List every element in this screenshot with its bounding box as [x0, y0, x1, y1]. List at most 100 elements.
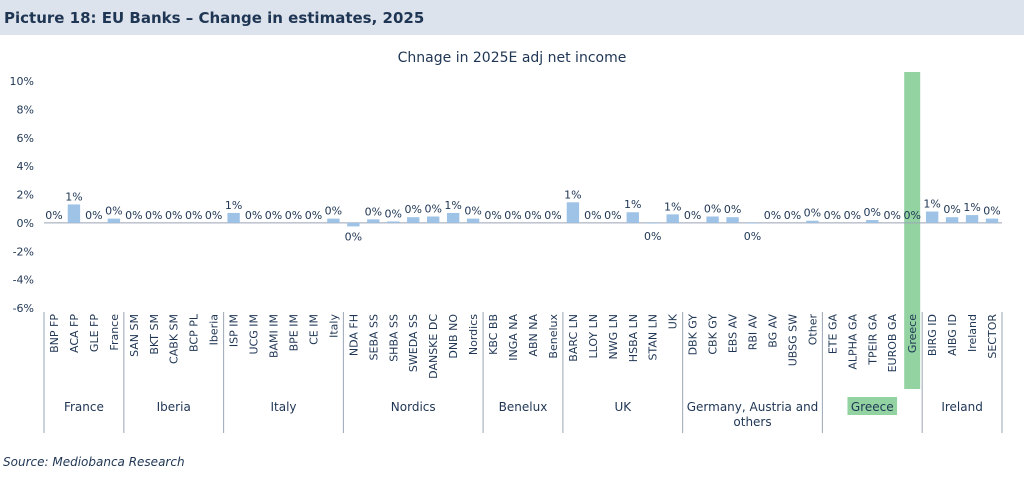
bar — [107, 218, 121, 223]
bar — [706, 216, 719, 223]
category-label: KBC BB — [487, 314, 500, 355]
bar — [965, 215, 979, 223]
data-label: 0% — [145, 209, 162, 222]
source-note: Source: Mediobanca Research — [3, 455, 185, 469]
category-label: BAMI IM — [268, 314, 281, 358]
category-label: Greece — [906, 314, 919, 353]
data-label: 0% — [424, 202, 441, 215]
category-label: SAN SM — [128, 314, 141, 357]
bar — [726, 217, 739, 223]
bar — [367, 219, 380, 223]
data-label: 0% — [285, 209, 302, 222]
category-label: ALPHA GA — [846, 314, 859, 370]
data-label: 1% — [225, 199, 242, 212]
category-label: UBSG SW — [786, 314, 799, 366]
data-label: 0% — [784, 209, 801, 222]
y-tick-label: 4% — [17, 160, 34, 173]
data-label: 0% — [864, 206, 881, 219]
category-label: NWG LN — [607, 314, 620, 359]
bar — [387, 221, 400, 223]
bar — [646, 222, 659, 224]
category-label: SEBA SS — [367, 314, 380, 360]
data-label: 0% — [644, 230, 661, 243]
data-label: 0% — [265, 209, 282, 222]
y-tick-label: 2% — [17, 189, 34, 202]
data-label: 0% — [245, 209, 262, 222]
data-label: 0% — [125, 209, 142, 222]
category-label: SECTOR — [986, 314, 999, 359]
category-label: BPE IM — [287, 314, 300, 351]
category-label: BIRG ID — [926, 314, 939, 356]
category-label: ABN NA — [527, 314, 540, 357]
y-tick-label: 6% — [17, 132, 34, 145]
group-label: Iberia — [157, 400, 191, 414]
category-label: Iberia — [208, 314, 221, 345]
bar — [407, 217, 420, 223]
category-label: DANSKE DC — [427, 314, 440, 379]
category-label: UCG IM — [248, 314, 261, 355]
group-label: UK — [614, 400, 632, 414]
data-label: 0% — [804, 207, 821, 220]
category-label: AIBG ID — [946, 314, 959, 356]
category-label: SWEDA SS — [407, 314, 420, 372]
header-band — [0, 0, 1024, 35]
bar — [427, 216, 440, 223]
highlight-column — [904, 72, 921, 389]
data-label: 1% — [65, 190, 82, 203]
category-label: BKT SM — [148, 314, 161, 355]
category-label: ETE GA — [826, 314, 839, 355]
data-label: 0% — [405, 203, 422, 216]
data-label: 0% — [724, 203, 741, 216]
category-label: Ireland — [966, 314, 979, 352]
data-label: 0% — [764, 209, 781, 222]
group-label: Benelux — [499, 400, 548, 414]
data-label: 0% — [205, 209, 222, 222]
page-title: Picture 18: EU Banks – Change in estimat… — [4, 9, 425, 27]
category-label: INGA NA — [507, 314, 520, 361]
category-label: EBS AV — [727, 314, 740, 354]
bar-chart: Chnage in 2025E adj net income 10% 8% 6% 4% 2… — [10, 50, 1003, 433]
bar — [466, 218, 480, 223]
group-label: France — [64, 400, 104, 414]
data-label: 0% — [484, 209, 501, 222]
bar — [866, 220, 879, 223]
data-label: 0% — [744, 230, 761, 243]
data-label: 1% — [923, 198, 940, 211]
data-label: 0% — [325, 205, 342, 218]
y-tick-label: 0% — [17, 217, 34, 230]
data-label: 0% — [365, 205, 382, 218]
bar — [806, 220, 819, 223]
category-label: ISP IM — [228, 314, 241, 347]
category-label: BCP PL — [188, 313, 201, 352]
data-label: 0% — [385, 207, 402, 220]
bar — [746, 222, 759, 224]
data-label: 0% — [824, 209, 841, 222]
data-label: 0% — [85, 209, 102, 222]
data-label: 0% — [464, 205, 481, 218]
category-label: SHBA SS — [387, 314, 400, 362]
y-tick-label: 10% — [10, 75, 34, 88]
data-label: 0% — [604, 209, 621, 222]
category-label: France — [108, 314, 121, 351]
data-label: 0% — [903, 209, 920, 222]
category-label: BNP FP — [48, 314, 61, 353]
y-tick-label: -4% — [13, 274, 34, 287]
bar — [666, 214, 679, 223]
bar — [945, 217, 959, 223]
category-label: DNB NO — [447, 314, 460, 359]
bar — [925, 211, 939, 223]
category-label: ACA FP — [68, 314, 81, 353]
data-label: 1% — [624, 198, 641, 211]
group-label: Ireland — [941, 400, 983, 414]
category-label: BARC LN — [567, 314, 580, 362]
data-label: 0% — [504, 209, 521, 222]
category-label: DBK GY — [687, 314, 700, 356]
bar — [67, 204, 81, 223]
data-label: 1% — [564, 188, 581, 201]
category-label: BG AV — [766, 314, 779, 348]
data-label: 0% — [844, 209, 861, 222]
category-label: Other — [806, 314, 819, 346]
group-label: Greece — [851, 400, 894, 414]
category-label: UK — [667, 313, 680, 329]
category-label: LLOY LN — [587, 314, 600, 359]
